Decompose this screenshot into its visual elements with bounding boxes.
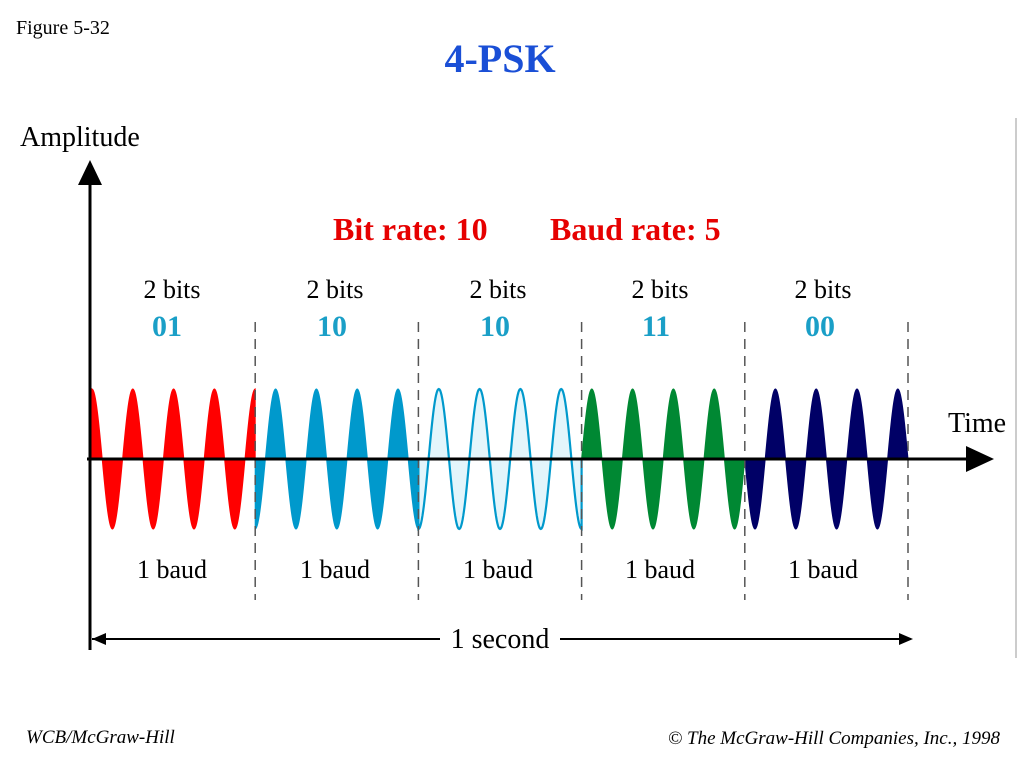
duration-arrow-right-icon	[899, 633, 913, 645]
segment-bits-label: 2 bits	[469, 275, 526, 304]
duration-label: 1 second	[451, 624, 550, 655]
footer-copyright: © The McGraw-Hill Companies, Inc., 1998	[668, 728, 1001, 749]
segment-1: 2 bits 01 1 baud	[137, 275, 207, 584]
segment-code: 00	[805, 310, 835, 343]
segment-baud-label: 1 baud	[300, 555, 370, 584]
segment-code: 10	[317, 310, 347, 343]
segment-4: 2 bits 11 1 baud	[625, 275, 695, 584]
segment-5: 2 bits 00 1 baud	[788, 275, 858, 584]
segment-bits-label: 2 bits	[306, 275, 363, 304]
segment-code: 11	[642, 310, 670, 343]
segment-bits-label: 2 bits	[143, 275, 200, 304]
bit-rate-label: Bit rate: 10	[333, 211, 488, 247]
segment-bits-label: 2 bits	[794, 275, 851, 304]
x-axis-arrow-icon	[966, 446, 994, 472]
duration-arrow-left-icon	[92, 633, 106, 645]
segment-code: 10	[480, 310, 510, 343]
segment-code: 01	[152, 310, 182, 343]
segment-2: 2 bits 10 1 baud	[300, 275, 370, 584]
segment-bits-label: 2 bits	[631, 275, 688, 304]
segment-baud-label: 1 baud	[625, 555, 695, 584]
segment-3: 2 bits 10 1 baud	[463, 275, 533, 584]
slide-title: 4-PSK	[444, 36, 555, 81]
segment-baud-label: 1 baud	[463, 555, 533, 584]
x-axis-label: Time	[948, 408, 1006, 439]
y-axis-label: Amplitude	[20, 122, 140, 153]
y-axis-arrow-icon	[78, 160, 102, 185]
figure-label: Figure 5-32	[16, 17, 110, 39]
footer-publisher: WCB/McGraw-Hill	[26, 727, 175, 748]
baud-rate-label: Baud rate: 5	[550, 211, 721, 247]
segment-baud-label: 1 baud	[788, 555, 858, 584]
segment-baud-label: 1 baud	[137, 555, 207, 584]
segment-dividers	[254, 322, 909, 600]
